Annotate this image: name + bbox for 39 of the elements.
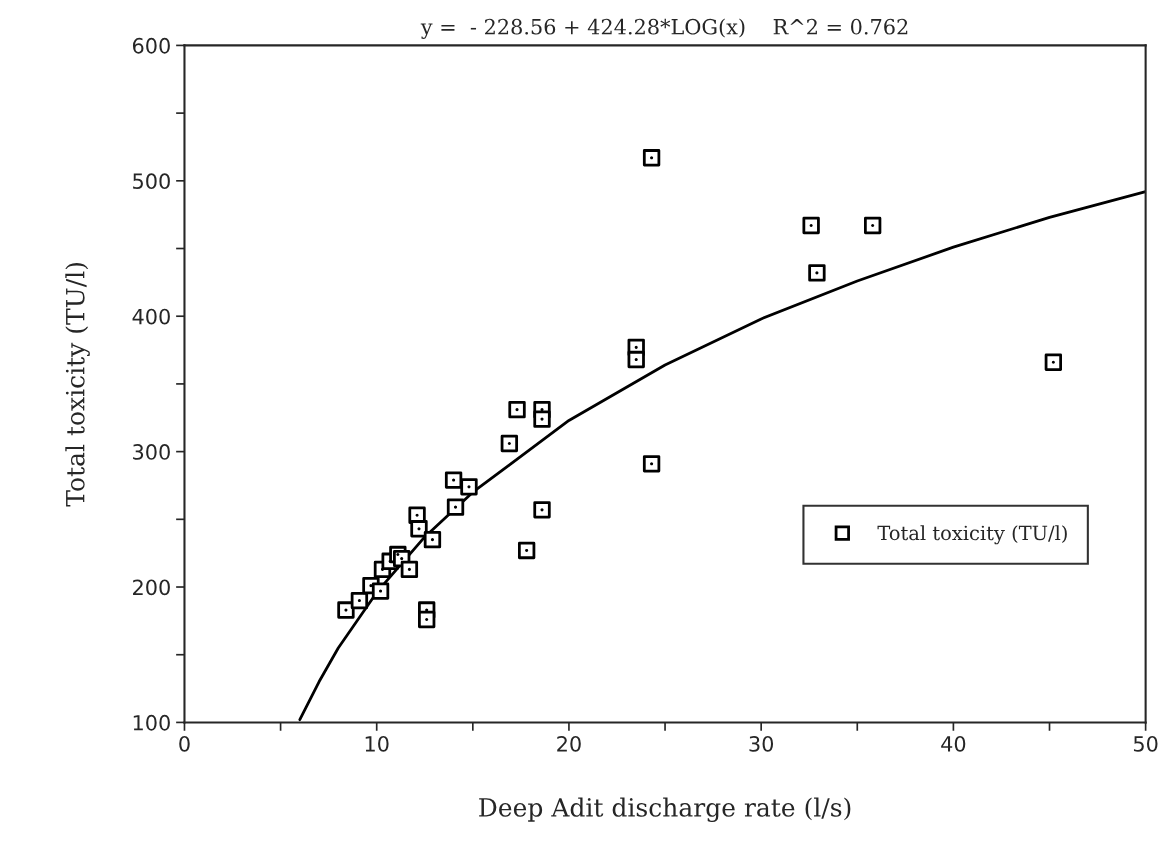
point [418, 610, 436, 629]
x-tick-label: 30 [749, 735, 774, 752]
point [508, 400, 526, 419]
x-tick-label: 20 [557, 735, 581, 752]
point [500, 434, 519, 453]
y-tick-label: 500 [133, 173, 170, 190]
y-axis-title: Total toxicity (TU/l) [65, 263, 90, 507]
point [627, 350, 645, 369]
point [444, 471, 463, 489]
legend-label: Total toxicity (TU/l) [877, 525, 1067, 545]
y-tick-label: 100 [133, 714, 170, 731]
point [642, 149, 661, 167]
point [460, 478, 478, 496]
line-series [298, 190, 1146, 722]
y-tick-label: 300 [133, 444, 170, 460]
point [410, 520, 428, 538]
point [642, 455, 661, 473]
chart-title: y = - 228.56 + 424.28*LOG(x) R^2 = 0.762 [420, 18, 908, 39]
x-tick-label: 10 [365, 735, 389, 752]
y-tick-label: 600 [132, 37, 170, 54]
y-tick-label: 400 [132, 308, 170, 325]
x-tick-label: 40 [941, 735, 966, 752]
x-tick-label: 50 [1133, 735, 1158, 752]
x-tick-label: 0 [179, 735, 190, 752]
point [350, 591, 369, 610]
point [533, 410, 551, 428]
y-tick-label: 200 [133, 579, 170, 596]
point [517, 541, 536, 560]
point [863, 216, 882, 235]
point [400, 560, 419, 579]
point [423, 530, 442, 549]
point [337, 601, 355, 619]
point [1044, 353, 1063, 371]
point [808, 264, 826, 282]
point [533, 501, 551, 519]
point [446, 498, 465, 516]
point [371, 582, 390, 600]
x-axis-title: Deep Adit discharge rate (l/s) [479, 797, 851, 822]
point [802, 216, 820, 235]
